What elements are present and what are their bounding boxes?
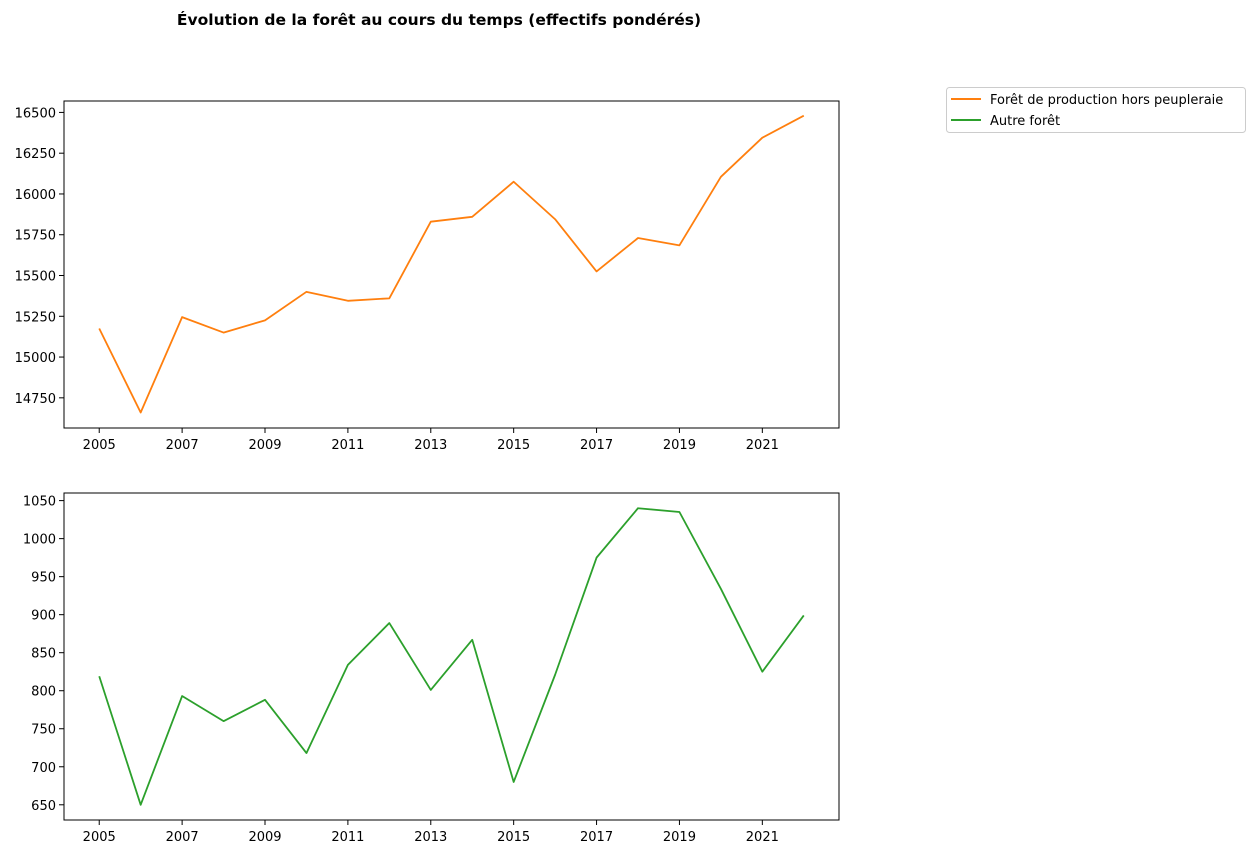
plot-top: 2005 2007 2009 2011 2013 2015 2017 2019 2021 147…	[15, 100, 840, 453]
y-tick-label-bottom-700: 700	[31, 761, 56, 776]
y-tick-label-bottom-1050: 1050	[23, 495, 56, 510]
x-tick-label-bottom-2017: 2017	[580, 830, 613, 845]
x-tick-label-top-2017: 2017	[580, 438, 613, 453]
x-tick-label-bottom-2009: 2009	[248, 830, 281, 845]
x-tick-label-top-2007: 2007	[166, 438, 199, 453]
y-tick-label-top-15000: 15000	[15, 351, 56, 366]
x-tick-label-bottom-2015: 2015	[497, 830, 530, 845]
y-tick-label-bottom-650: 650	[31, 799, 56, 814]
y-tick-label-bottom-750: 750	[31, 723, 56, 738]
legend-label-autre: Autre forêt	[990, 114, 1060, 129]
x-tick-label-top-2019: 2019	[663, 438, 696, 453]
x-tick-label-top-2015: 2015	[497, 438, 530, 453]
y-tick-label-bottom-850: 850	[31, 647, 56, 662]
x-tick-label-top-2013: 2013	[414, 438, 447, 453]
legend: Forêt de production hors peupleraie Autr…	[946, 87, 1246, 133]
y-tick-label-top-15750: 15750	[15, 229, 56, 244]
y-tick-label-top-16250: 16250	[15, 147, 56, 162]
y-tick-label-top-16500: 16500	[15, 106, 56, 121]
x-tick-label-top-2011: 2011	[331, 438, 364, 453]
y-tick-label-top-15250: 15250	[15, 310, 56, 325]
y-tick-label-top-16000: 16000	[15, 188, 56, 203]
y-tick-label-bottom-1000: 1000	[23, 533, 56, 548]
x-tick-label-bottom-2021: 2021	[746, 830, 779, 845]
x-tick-label-bottom-2007: 2007	[166, 830, 199, 845]
x-tick-label-bottom-2011: 2011	[331, 830, 364, 845]
y-tick-label-top-15500: 15500	[15, 270, 56, 285]
x-tick-label-bottom-2019: 2019	[663, 830, 696, 845]
plot-bottom: 2005 2007 2009 2011 2013 2015 2017 2019 2021 650…	[23, 492, 840, 845]
x-tick-label-top-2021: 2021	[746, 438, 779, 453]
y-tick-label-bottom-800: 800	[31, 685, 56, 700]
y-tick-label-bottom-950: 950	[31, 571, 56, 586]
plot-bottom-frame	[63, 492, 840, 821]
figure-title: Évolution de la forêt au cours du temps …	[177, 10, 701, 29]
x-tick-label-bottom-2005: 2005	[83, 830, 116, 845]
x-tick-label-bottom-2013: 2013	[414, 830, 447, 845]
x-tick-label-top-2009: 2009	[248, 438, 281, 453]
series-line-bottom-0	[98, 507, 805, 806]
legend-frame	[946, 87, 1246, 133]
series-line-top-0	[98, 114, 805, 414]
legend-label-production: Forêt de production hors peupleraie	[990, 93, 1223, 108]
plot-top-frame	[63, 100, 840, 429]
y-tick-label-bottom-900: 900	[31, 609, 56, 624]
x-tick-label-top-2005: 2005	[83, 438, 116, 453]
y-tick-label-top-14750: 14750	[15, 392, 56, 407]
